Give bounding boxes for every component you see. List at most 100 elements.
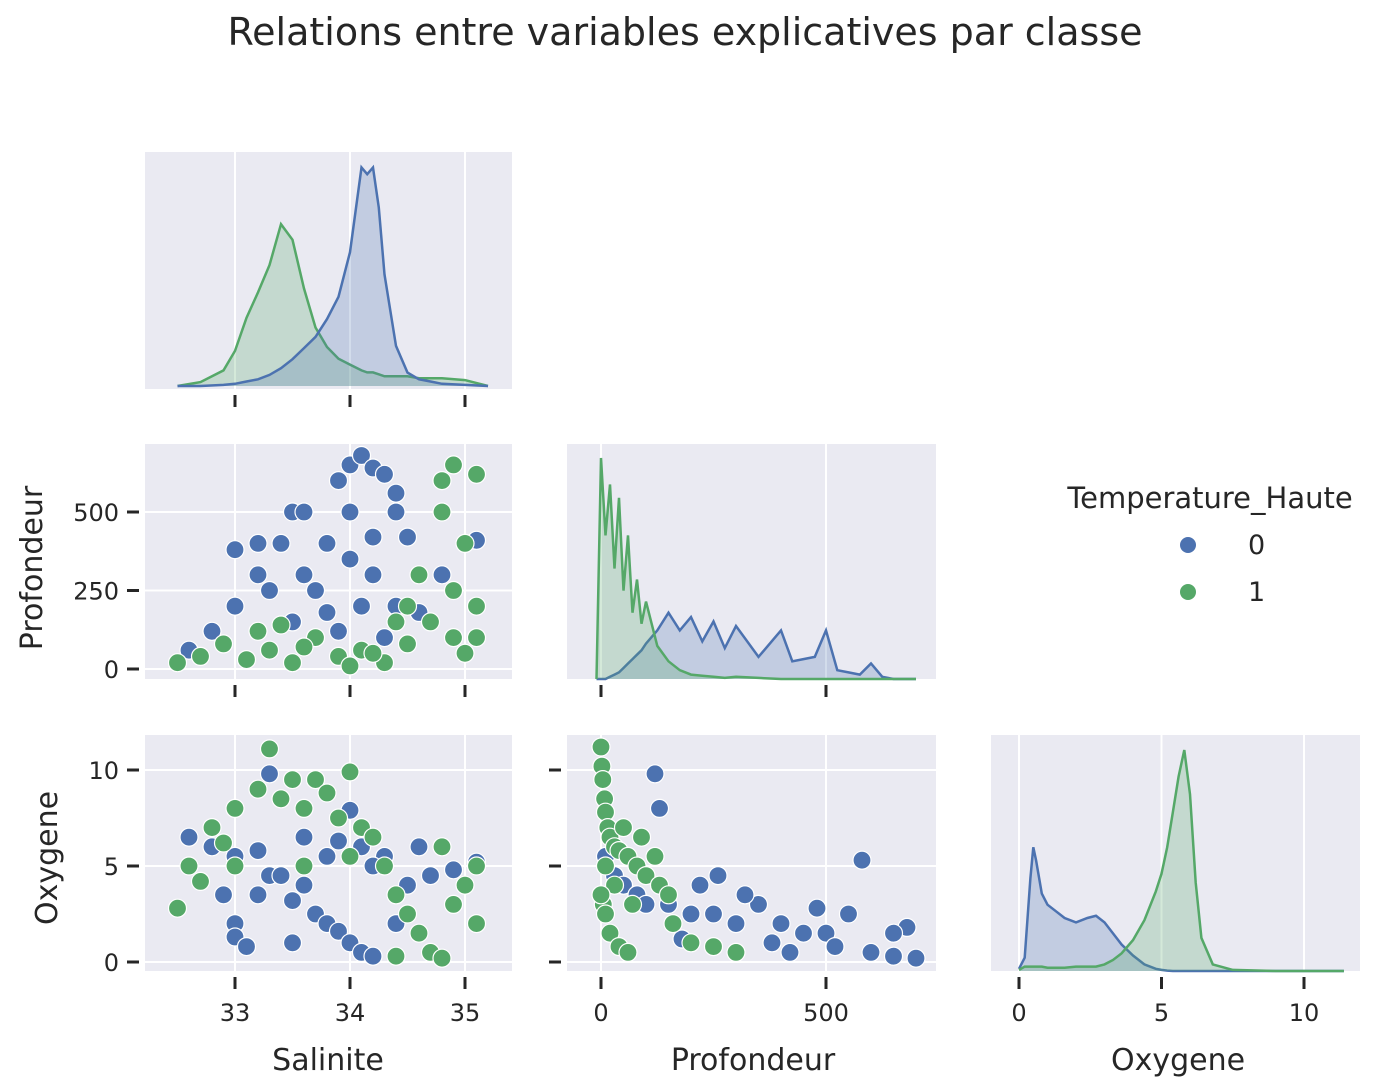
scatter-point-class-0 (432, 565, 452, 585)
scatter-point-class-0 (816, 923, 836, 943)
panel-oxygene-vs-profondeur: 0 500 (549, 735, 936, 1027)
scatter-point-class-0 (282, 890, 303, 911)
scatter-point-class-1 (294, 637, 314, 657)
scatter-point-class-1 (600, 923, 620, 943)
scatter-point-class-0 (883, 946, 904, 966)
oxygene-y-tick-label: 5 (104, 853, 119, 881)
profondeur-y-tick-label: 250 (73, 578, 119, 606)
scatter-point-class-1 (317, 783, 337, 803)
oxygene-x-tick-label: 5 (1154, 999, 1169, 1027)
scatter-point-class-1 (271, 789, 291, 809)
scatter-point-class-1 (466, 464, 487, 484)
scatter-point-class-1 (591, 737, 611, 757)
salinite-x-tick-label: 33 (220, 999, 251, 1027)
scatter-point-class-0 (236, 936, 257, 957)
scatter-point-class-1 (466, 627, 487, 648)
panel-oxygene-kde: 0 5 10 (991, 735, 1360, 1027)
kde-salinite-class-1-fill (177, 224, 488, 386)
scatter-point-class-1 (179, 856, 199, 876)
scatter-point-class-1 (432, 502, 452, 522)
scatter-point-class-1 (386, 612, 406, 632)
oxygene-y-tick-label: 0 (104, 949, 119, 977)
scatter-point-class-1 (386, 946, 406, 966)
oxygene-x-tick-label: 0 (1011, 999, 1026, 1027)
scatter-point-class-1 (726, 942, 746, 963)
kde-profondeur-class-0-fill (596, 612, 916, 679)
scatter-point-class-1 (455, 533, 475, 554)
scatter-point-class-1 (466, 596, 487, 616)
profondeur-x-tick-label: 500 (803, 999, 849, 1027)
scatter-point-class-0 (317, 533, 337, 554)
scatter-point-class-1 (443, 627, 464, 648)
scatter-point-class-0 (328, 831, 349, 851)
scatter-point-class-1 (236, 649, 257, 670)
scatter-point-class-0 (838, 904, 859, 924)
scatter-point-class-1 (386, 885, 406, 905)
scatter-point-class-0 (317, 602, 337, 623)
scatter-point-class-1 (397, 904, 418, 924)
oxygene-x-tick-label: 10 (1289, 999, 1320, 1027)
x-axis-label-profondeur: Profondeur (671, 1043, 836, 1078)
scatter-point-class-1 (466, 856, 487, 876)
scatter-point-class-0 (351, 445, 372, 466)
salinite-x-tick-label: 34 (335, 999, 366, 1027)
scatter-point-class-0 (735, 885, 755, 905)
scatter-point-class-0 (386, 483, 406, 503)
scatter-point-class-0 (363, 946, 383, 966)
oxygene-y-tick-label: 10 (88, 757, 119, 785)
kde-oxygene-class-0-fill (1019, 847, 1344, 971)
scatter-point-class-1 (618, 942, 638, 963)
scatter-point-class-1 (466, 913, 487, 934)
kde-oxygene-class-0-line (1017, 846, 1344, 973)
scatter-point-class-1 (282, 653, 303, 673)
legend-marker-1 (1180, 584, 1196, 600)
scatter-point-class-1 (305, 769, 326, 790)
scatter-point-class-0 (294, 875, 314, 895)
scatter-point-class-0 (294, 827, 314, 847)
scatter-point-class-1 (167, 898, 188, 918)
scatter-point-class-1 (259, 640, 280, 660)
scatter-point-class-0 (202, 621, 222, 641)
kde-profondeur-class-1-fill (596, 458, 916, 679)
scatter-point-class-1 (420, 612, 441, 632)
scatter-point-class-1 (593, 769, 613, 790)
scatter-point-class-0 (328, 471, 349, 491)
y-axis-label-oxygene: Oxygene (30, 791, 65, 925)
scatter-point-class-1 (663, 913, 683, 934)
scatter-point-class-1 (213, 833, 234, 853)
scatter-point-class-1 (631, 827, 652, 847)
chart-title: Relations entre variables explicatives p… (227, 10, 1142, 54)
scatter-point-class-1 (443, 580, 464, 601)
panel-profondeur-kde (567, 444, 936, 697)
scatter-point-class-1 (294, 856, 314, 876)
scatter-point-class-1 (455, 643, 475, 663)
scatter-point-class-1 (595, 904, 616, 924)
plot-area (991, 735, 1360, 971)
scatter-point-class-1 (363, 643, 383, 663)
profondeur-x-tick-label: 0 (593, 999, 608, 1027)
scatter-point-class-1 (225, 856, 245, 876)
scatter-point-class-0 (248, 885, 268, 905)
kde-salinite-class-0-fill (177, 167, 488, 386)
scatter-point-class-1 (658, 885, 679, 905)
scatter-point-class-0 (386, 502, 406, 522)
y-axis-label-profondeur: Profondeur (15, 485, 50, 650)
legend-label-0: 0 (1248, 530, 1265, 561)
scatter-point-class-0 (883, 923, 904, 943)
scatter-point-class-1 (636, 865, 656, 886)
scatter-point-class-1 (397, 596, 418, 616)
panel-profondeur-vs-salinite: 0 250 500 (73, 444, 512, 697)
scatter-point-class-0 (225, 596, 245, 616)
scatter-point-class-1 (432, 471, 452, 491)
scatter-point-class-1 (443, 894, 464, 915)
scatter-point-class-1 (645, 846, 665, 867)
scatter-point-class-0 (771, 913, 791, 934)
scatter-point-class-0 (248, 533, 268, 554)
scatter-point-class-1 (328, 808, 349, 828)
profondeur-y-tick-label: 500 (73, 499, 119, 527)
scatter-point-class-0 (762, 933, 782, 953)
scatter-point-class-1 (213, 634, 234, 654)
scatter-point-class-1 (432, 837, 452, 857)
scatter-point-class-0 (690, 875, 710, 895)
